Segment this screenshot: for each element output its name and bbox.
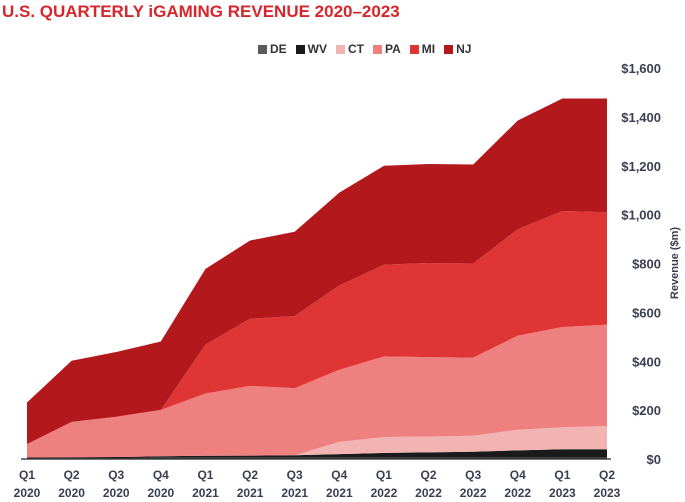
y-tick-label: $400 (632, 354, 661, 369)
area-series-nj (27, 98, 607, 445)
legend-label: WV (307, 42, 328, 56)
legend-label: PA (385, 42, 401, 56)
legend-item-de: DE (258, 42, 287, 56)
legend-item-nj: NJ (444, 42, 471, 56)
area-series-ct (27, 426, 607, 458)
legend-swatch (373, 44, 383, 54)
x-tick-label: Q4 2022 (504, 468, 531, 500)
legend-item-pa: PA (373, 42, 401, 56)
x-tick-label: Q3 2021 (281, 468, 308, 500)
x-tick-label: Q1 2022 (371, 468, 398, 500)
area-series-wv (27, 449, 607, 458)
y-axis-label: Revenue ($m) (669, 227, 681, 299)
x-tick-label: Q1 2020 (14, 468, 41, 500)
x-tick-label: Q2 2023 (594, 468, 621, 500)
chart-title: U.S. QUARTERLY iGAMING REVENUE 2020–2023 (2, 2, 400, 21)
legend-swatch (336, 44, 346, 54)
y-tick-label: $1,400 (621, 110, 661, 125)
y-tick-label: $0 (647, 452, 661, 467)
x-tick-label: Q3 2020 (103, 468, 130, 500)
y-tick-label: $1,000 (621, 208, 661, 223)
legend-swatch (258, 44, 267, 54)
x-tick-label: Q3 2022 (460, 468, 487, 500)
x-tick-label: Q4 2021 (326, 468, 353, 500)
legend-swatch (295, 44, 305, 54)
legend-label: DE (270, 42, 287, 56)
area-series-pa (27, 324, 607, 458)
legend-item-mi: MI (409, 42, 436, 56)
x-tick-label: Q4 2020 (147, 468, 174, 500)
legend-label: CT (348, 42, 365, 56)
legend: DE WV CT PA MI NJ (258, 42, 480, 56)
legend-item-ct: CT (336, 42, 364, 56)
legend-label: MI (421, 42, 436, 56)
y-tick-label: $1,200 (621, 159, 661, 174)
y-tick-label: $600 (632, 305, 661, 320)
x-tick-label: Q2 2020 (58, 468, 85, 500)
y-tick-label: $800 (632, 257, 661, 272)
y-tick-label: $200 (632, 403, 661, 418)
area-series-mi (27, 211, 607, 445)
legend-swatch (444, 44, 454, 54)
x-tick-label: Q2 2021 (237, 468, 264, 500)
x-tick-label: Q1 2023 (549, 468, 576, 500)
x-tick-label: Q2 2022 (415, 468, 442, 500)
x-tick-label: Q1 2021 (192, 468, 219, 500)
legend-label: NJ (456, 42, 472, 56)
y-tick-label: $1,600 (621, 61, 661, 76)
legend-item-wv: WV (295, 42, 328, 56)
legend-swatch (409, 44, 419, 54)
